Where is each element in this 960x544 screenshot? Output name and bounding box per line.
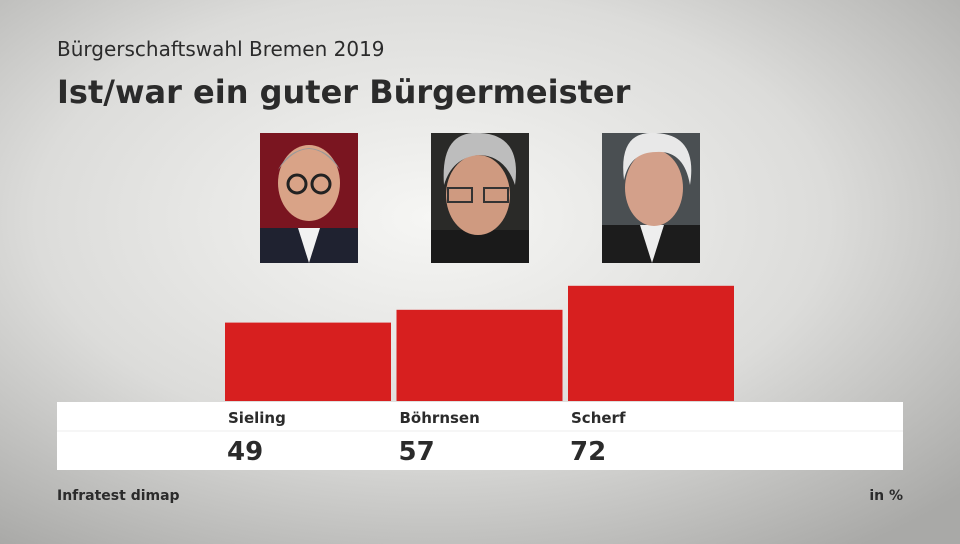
bar	[568, 285, 734, 401]
unit-note: in %	[869, 488, 903, 504]
bar	[225, 322, 391, 401]
category-label: Böhrnsen	[400, 409, 480, 427]
source: Infratest dimap	[57, 488, 180, 504]
chart-subtitle: Ist/war ein guter Bürgermeister	[57, 73, 631, 111]
category-label: Sieling	[228, 409, 286, 427]
value-label: 72	[570, 437, 606, 467]
chart-title: Bürgerschaftswahl Bremen 2019	[57, 37, 385, 61]
value-label: 49	[227, 437, 263, 467]
portrait	[260, 133, 358, 263]
portrait	[602, 132, 700, 263]
category-label: Scherf	[571, 409, 626, 427]
bar	[396, 309, 563, 401]
label-panel	[57, 402, 903, 470]
value-label: 57	[399, 437, 435, 467]
portrait	[431, 132, 529, 263]
